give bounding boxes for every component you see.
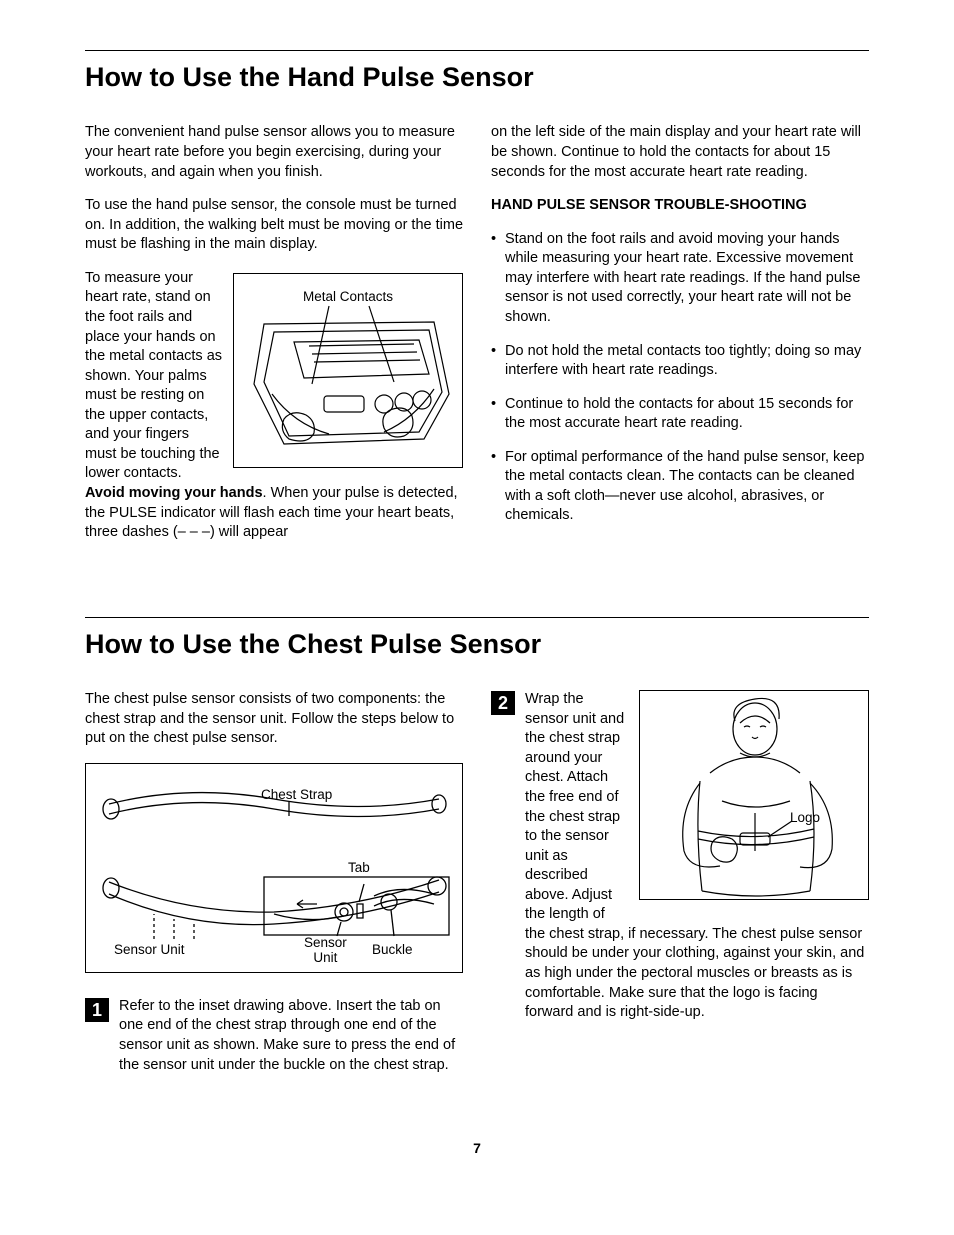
step-1: 1 Refer to the inset drawing above. Inse…: [85, 997, 463, 1089]
subheading: HAND PULSE SENSOR TROUBLE-SHOOTING: [491, 196, 869, 216]
paragraph: The convenient hand pulse sensor allows …: [85, 123, 463, 182]
section2-right-col: 2: [491, 690, 869, 1089]
step-number-badge: 1: [85, 998, 109, 1022]
page-number: 7: [85, 1139, 869, 1158]
section1-left-col: The convenient hand pulse sensor allows …: [85, 123, 463, 556]
figure-label: Logo: [790, 809, 820, 827]
section1-right-col: on the left side of the main display and…: [491, 123, 869, 556]
figure-torso: Logo: [639, 690, 869, 900]
torso-illustration: [640, 691, 869, 901]
figure-label: Tab: [348, 859, 370, 877]
paragraph: the chest strap, if necessary. The chest…: [525, 925, 869, 1023]
text: To measure your heart rate, stand on the…: [85, 270, 222, 482]
figure-chest-strap: Chest Strap Tab Sensor Unit Sensor Unit …: [85, 763, 463, 973]
figure-label: Sensor Unit: [304, 936, 347, 966]
section2-columns: The chest pulse sensor consists of two c…: [85, 690, 869, 1089]
paragraph: Refer to the inset drawing above. Insert…: [119, 997, 463, 1075]
step-2: 2: [491, 690, 869, 1037]
wrap-block: Metal Contacts: [85, 269, 463, 557]
list-item: Continue to hold the contacts for about …: [491, 395, 869, 434]
figure-label: Sensor Unit: [114, 941, 185, 959]
figure-label: Metal Contacts: [234, 288, 462, 306]
step-body: Refer to the inset drawing above. Insert…: [119, 997, 463, 1089]
paragraph: on the left side of the main display and…: [491, 123, 869, 182]
figure-label: Buckle: [372, 941, 413, 959]
section-title: How to Use the Hand Pulse Sensor: [85, 59, 869, 95]
figure-label: Chest Strap: [261, 786, 332, 804]
paragraph: The chest pulse sensor consists of two c…: [85, 690, 463, 749]
section-rule: [85, 50, 869, 51]
figure-console: Metal Contacts: [233, 273, 463, 468]
list-item: Stand on the foot rails and avoid moving…: [491, 230, 869, 328]
section1-columns: The convenient hand pulse sensor allows …: [85, 123, 869, 556]
section-rule: [85, 617, 869, 618]
section2-left-col: The chest pulse sensor consists of two c…: [85, 690, 463, 1089]
bold-text: Avoid moving your hands: [85, 485, 263, 501]
paragraph: To use the hand pulse sensor, the consol…: [85, 196, 463, 255]
list-item: Do not hold the metal contacts too tight…: [491, 342, 869, 381]
section-title: How to Use the Chest Pulse Sensor: [85, 626, 869, 662]
troubleshoot-list: Stand on the foot rails and avoid moving…: [491, 230, 869, 526]
step-body: Logo Wrap the sensor unit and the chest …: [525, 690, 869, 1037]
step-number-badge: 2: [491, 691, 515, 715]
list-item: For optimal performance of the hand puls…: [491, 448, 869, 526]
